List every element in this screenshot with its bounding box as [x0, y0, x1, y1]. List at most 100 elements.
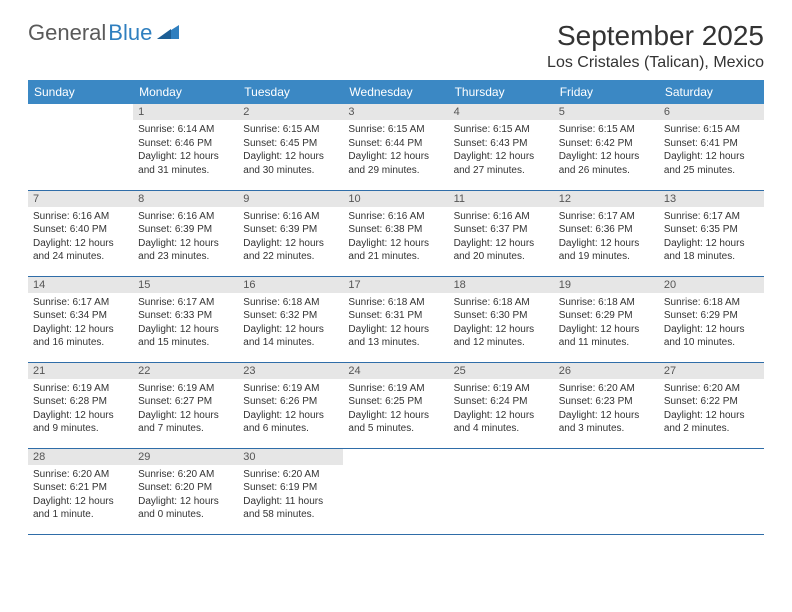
- sunset-text: Sunset: 6:33 PM: [138, 309, 233, 323]
- sunset-text: Sunset: 6:37 PM: [454, 223, 549, 237]
- day-number: 2: [238, 104, 343, 120]
- calendar-week-row: 28Sunrise: 6:20 AMSunset: 6:21 PMDayligh…: [28, 448, 764, 534]
- calendar-day-cell: 13Sunrise: 6:17 AMSunset: 6:35 PMDayligh…: [659, 190, 764, 276]
- calendar-day-cell: 22Sunrise: 6:19 AMSunset: 6:27 PMDayligh…: [133, 362, 238, 448]
- day-content: Sunrise: 6:18 AMSunset: 6:31 PMDaylight:…: [343, 293, 448, 354]
- day-content: Sunrise: 6:15 AMSunset: 6:43 PMDaylight:…: [449, 120, 554, 181]
- day-number: 14: [28, 277, 133, 293]
- daylight-text: Daylight: 12 hours and 12 minutes.: [454, 323, 549, 350]
- day-header: Wednesday: [343, 80, 448, 104]
- daylight-text: Daylight: 12 hours and 25 minutes.: [664, 150, 759, 177]
- calendar-day-cell: 8Sunrise: 6:16 AMSunset: 6:39 PMDaylight…: [133, 190, 238, 276]
- calendar-day-cell: 14Sunrise: 6:17 AMSunset: 6:34 PMDayligh…: [28, 276, 133, 362]
- day-header: Sunday: [28, 80, 133, 104]
- day-number: 11: [449, 191, 554, 207]
- sunset-text: Sunset: 6:23 PM: [559, 395, 654, 409]
- logo-triangle-icon: [157, 23, 179, 44]
- sunset-text: Sunset: 6:21 PM: [33, 481, 128, 495]
- daylight-text: Daylight: 12 hours and 29 minutes.: [348, 150, 443, 177]
- calendar-week-row: 7Sunrise: 6:16 AMSunset: 6:40 PMDaylight…: [28, 190, 764, 276]
- calendar-day-cell: 7Sunrise: 6:16 AMSunset: 6:40 PMDaylight…: [28, 190, 133, 276]
- day-number: 7: [28, 191, 133, 207]
- sunset-text: Sunset: 6:24 PM: [454, 395, 549, 409]
- sunrise-text: Sunrise: 6:15 AM: [243, 123, 338, 137]
- calendar-day-cell: [343, 448, 448, 534]
- sunset-text: Sunset: 6:34 PM: [33, 309, 128, 323]
- day-number: 8: [133, 191, 238, 207]
- sunset-text: Sunset: 6:43 PM: [454, 137, 549, 151]
- day-number: 9: [238, 191, 343, 207]
- sunrise-text: Sunrise: 6:18 AM: [348, 296, 443, 310]
- day-number: 30: [238, 449, 343, 465]
- sunset-text: Sunset: 6:28 PM: [33, 395, 128, 409]
- day-number: 25: [449, 363, 554, 379]
- daylight-text: Daylight: 12 hours and 10 minutes.: [664, 323, 759, 350]
- sunrise-text: Sunrise: 6:20 AM: [664, 382, 759, 396]
- sunrise-text: Sunrise: 6:17 AM: [664, 210, 759, 224]
- day-number: 29: [133, 449, 238, 465]
- day-content: Sunrise: 6:19 AMSunset: 6:27 PMDaylight:…: [133, 379, 238, 440]
- calendar-day-cell: 19Sunrise: 6:18 AMSunset: 6:29 PMDayligh…: [554, 276, 659, 362]
- daylight-text: Daylight: 12 hours and 18 minutes.: [664, 237, 759, 264]
- day-header: Saturday: [659, 80, 764, 104]
- calendar-body: 1Sunrise: 6:14 AMSunset: 6:46 PMDaylight…: [28, 104, 764, 534]
- sunset-text: Sunset: 6:29 PM: [664, 309, 759, 323]
- sunset-text: Sunset: 6:27 PM: [138, 395, 233, 409]
- day-number: 15: [133, 277, 238, 293]
- title-block: September 2025 Los Cristales (Talican), …: [547, 20, 764, 72]
- calendar-day-cell: 3Sunrise: 6:15 AMSunset: 6:44 PMDaylight…: [343, 104, 448, 190]
- calendar-day-cell: [449, 448, 554, 534]
- calendar-day-cell: 10Sunrise: 6:16 AMSunset: 6:38 PMDayligh…: [343, 190, 448, 276]
- sunset-text: Sunset: 6:44 PM: [348, 137, 443, 151]
- calendar-week-row: 1Sunrise: 6:14 AMSunset: 6:46 PMDaylight…: [28, 104, 764, 190]
- calendar-day-cell: 29Sunrise: 6:20 AMSunset: 6:20 PMDayligh…: [133, 448, 238, 534]
- daylight-text: Daylight: 12 hours and 5 minutes.: [348, 409, 443, 436]
- sunrise-text: Sunrise: 6:16 AM: [243, 210, 338, 224]
- sunrise-text: Sunrise: 6:19 AM: [243, 382, 338, 396]
- sunrise-text: Sunrise: 6:19 AM: [348, 382, 443, 396]
- sunset-text: Sunset: 6:19 PM: [243, 481, 338, 495]
- daylight-text: Daylight: 12 hours and 11 minutes.: [559, 323, 654, 350]
- logo: GeneralBlue: [28, 20, 179, 46]
- sunset-text: Sunset: 6:39 PM: [138, 223, 233, 237]
- calendar-day-cell: 26Sunrise: 6:20 AMSunset: 6:23 PMDayligh…: [554, 362, 659, 448]
- sunset-text: Sunset: 6:45 PM: [243, 137, 338, 151]
- day-number: 21: [28, 363, 133, 379]
- day-number: 22: [133, 363, 238, 379]
- location-label: Los Cristales (Talican), Mexico: [547, 54, 764, 72]
- sunset-text: Sunset: 6:31 PM: [348, 309, 443, 323]
- sunset-text: Sunset: 6:42 PM: [559, 137, 654, 151]
- sunrise-text: Sunrise: 6:16 AM: [33, 210, 128, 224]
- day-content: Sunrise: 6:18 AMSunset: 6:29 PMDaylight:…: [554, 293, 659, 354]
- daylight-text: Daylight: 11 hours and 58 minutes.: [243, 495, 338, 522]
- daylight-text: Daylight: 12 hours and 22 minutes.: [243, 237, 338, 264]
- daylight-text: Daylight: 12 hours and 21 minutes.: [348, 237, 443, 264]
- day-number: 6: [659, 104, 764, 120]
- logo-text-gray: General: [28, 20, 106, 46]
- logo-text-blue: Blue: [108, 20, 152, 46]
- daylight-text: Daylight: 12 hours and 16 minutes.: [33, 323, 128, 350]
- daylight-text: Daylight: 12 hours and 27 minutes.: [454, 150, 549, 177]
- day-number: 19: [554, 277, 659, 293]
- daylight-text: Daylight: 12 hours and 23 minutes.: [138, 237, 233, 264]
- day-header: Friday: [554, 80, 659, 104]
- calendar-day-cell: 16Sunrise: 6:18 AMSunset: 6:32 PMDayligh…: [238, 276, 343, 362]
- sunset-text: Sunset: 6:46 PM: [138, 137, 233, 151]
- day-content: Sunrise: 6:16 AMSunset: 6:39 PMDaylight:…: [133, 207, 238, 268]
- daylight-text: Daylight: 12 hours and 24 minutes.: [33, 237, 128, 264]
- sunrise-text: Sunrise: 6:20 AM: [138, 468, 233, 482]
- day-number: 3: [343, 104, 448, 120]
- day-number: 12: [554, 191, 659, 207]
- calendar-day-cell: 9Sunrise: 6:16 AMSunset: 6:39 PMDaylight…: [238, 190, 343, 276]
- sunset-text: Sunset: 6:29 PM: [559, 309, 654, 323]
- day-content: Sunrise: 6:20 AMSunset: 6:20 PMDaylight:…: [133, 465, 238, 526]
- sunset-text: Sunset: 6:32 PM: [243, 309, 338, 323]
- day-number: 4: [449, 104, 554, 120]
- calendar-day-cell: 25Sunrise: 6:19 AMSunset: 6:24 PMDayligh…: [449, 362, 554, 448]
- day-content: Sunrise: 6:17 AMSunset: 6:34 PMDaylight:…: [28, 293, 133, 354]
- day-number: 23: [238, 363, 343, 379]
- sunrise-text: Sunrise: 6:18 AM: [454, 296, 549, 310]
- sunrise-text: Sunrise: 6:15 AM: [559, 123, 654, 137]
- sunset-text: Sunset: 6:38 PM: [348, 223, 443, 237]
- daylight-text: Daylight: 12 hours and 14 minutes.: [243, 323, 338, 350]
